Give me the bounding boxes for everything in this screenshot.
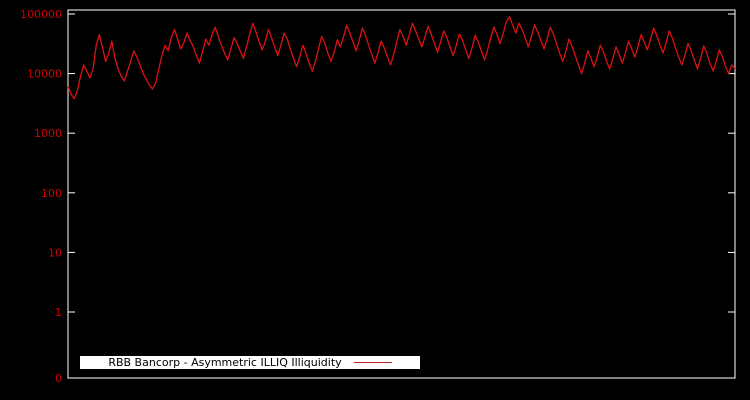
plot-border (67, 9, 736, 379)
y-tick-label: 100 (41, 187, 62, 200)
y-tick-label-zero: 0 (55, 372, 62, 385)
y-tick-label: 1 (55, 306, 62, 319)
y-tick-label: 10000 (27, 68, 62, 81)
chart-legend: RBB Bancorp - Asymmetric ILLIQ Illiquidi… (80, 356, 420, 369)
series-line (67, 16, 736, 100)
y-tick-label: 100000 (20, 8, 62, 21)
y-tick-label: 10 (48, 246, 62, 259)
legend-label: RBB Bancorp - Asymmetric ILLIQ Illiquidi… (108, 356, 342, 369)
legend-line-sample (353, 362, 392, 363)
y-tick-label: 1000 (34, 127, 62, 140)
